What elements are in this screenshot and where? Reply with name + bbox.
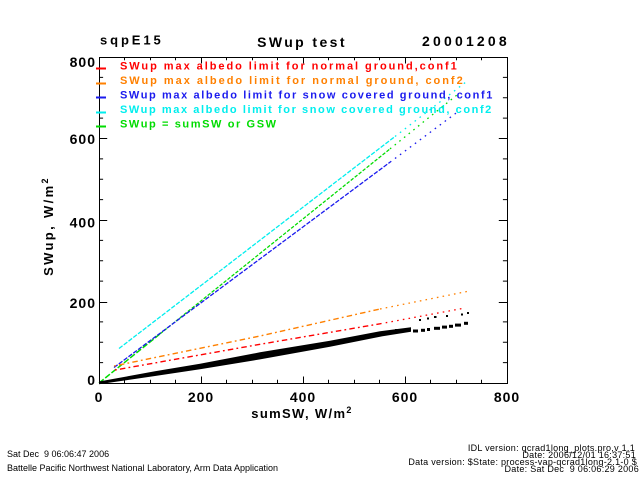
svg-text:200: 200	[188, 389, 214, 405]
svg-text:800: 800	[494, 389, 520, 405]
svg-text:400: 400	[290, 389, 316, 405]
svg-text:sumSW, W/m2: sumSW, W/m2	[251, 405, 352, 421]
svg-text:SWup max albedo limit for norm: SWup max albedo limit for normal ground,…	[120, 75, 465, 87]
svg-text:400: 400	[70, 215, 96, 231]
svg-text:IDL version: qcrad1long_plots.: IDL version: qcrad1long_plots.pro,v 1.1	[468, 443, 635, 453]
svg-text:sqpE15: sqpE15	[100, 33, 164, 48]
svg-text:600: 600	[70, 131, 96, 147]
svg-text:Battelle Pacific Northwest Nat: Battelle Pacific Northwest National Labo…	[7, 463, 278, 473]
svg-text:Data version: $State: process-: Data version: $State: process-vap-qcrad1…	[408, 457, 637, 467]
svg-text:SWup max albedo limit for snow: SWup max albedo limit for snow covered g…	[120, 90, 494, 102]
svg-text:Date: Sat Dec 9 06:06:29 2006: Date: Sat Dec 9 06:06:29 2006	[505, 464, 640, 474]
svg-text:SWup max albedo limit for norm: SWup max albedo limit for normal ground,…	[120, 61, 459, 73]
svg-text:200: 200	[70, 295, 96, 311]
svg-text:600: 600	[392, 389, 418, 405]
svg-text:SWup, W/m2: SWup, W/m2	[40, 176, 56, 276]
svg-text:SWup = sumSW or GSW: SWup = sumSW or GSW	[120, 118, 278, 130]
svg-text:Date: 2006/12/01 16:37:51: Date: 2006/12/01 16:37:51	[522, 450, 636, 460]
svg-text:0: 0	[87, 372, 96, 388]
svg-text:800: 800	[70, 54, 96, 70]
svg-text:Sat Dec 9 06:06:47 2006: Sat Dec 9 06:06:47 2006	[7, 449, 109, 459]
svg-text:0: 0	[95, 389, 104, 405]
svg-text:SWup test: SWup test	[257, 34, 347, 50]
svg-text:SWup max albedo limit for snow: SWup max albedo limit for snow covered g…	[120, 104, 493, 116]
svg-text:20001208: 20001208	[422, 33, 510, 49]
